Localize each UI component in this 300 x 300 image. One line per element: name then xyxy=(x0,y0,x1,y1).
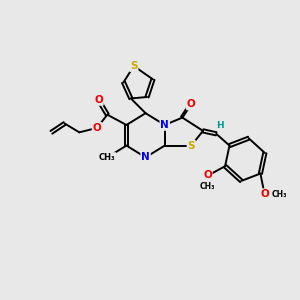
Text: CH₃: CH₃ xyxy=(99,153,116,162)
Text: CH₃: CH₃ xyxy=(200,182,215,191)
Text: H: H xyxy=(216,121,224,130)
Text: S: S xyxy=(188,141,195,151)
Text: S: S xyxy=(130,61,138,71)
Text: O: O xyxy=(94,95,103,105)
Text: O: O xyxy=(203,170,212,180)
Text: N: N xyxy=(141,152,150,162)
Text: O: O xyxy=(187,99,196,110)
Text: N: N xyxy=(160,120,169,130)
Text: CH₃: CH₃ xyxy=(272,190,287,199)
Text: O: O xyxy=(93,123,101,133)
Text: O: O xyxy=(260,189,269,199)
